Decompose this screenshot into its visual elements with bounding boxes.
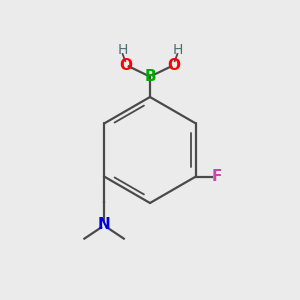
Text: F: F <box>211 169 222 184</box>
Text: N: N <box>98 217 110 232</box>
Text: H: H <box>172 43 183 57</box>
Text: H: H <box>117 43 128 57</box>
Text: O: O <box>119 58 132 73</box>
Text: B: B <box>144 69 156 84</box>
Text: O: O <box>168 58 181 73</box>
